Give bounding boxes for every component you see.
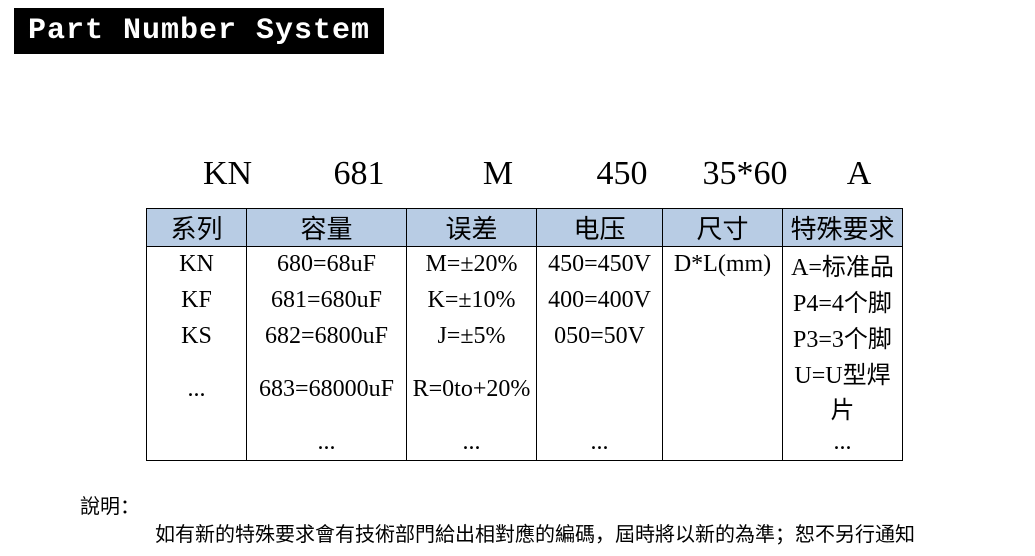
th-cap: 容量 bbox=[247, 209, 407, 247]
td: ... bbox=[407, 425, 537, 461]
th-tol: 误差 bbox=[407, 209, 537, 247]
partnum-table: 系列 容量 误差 电压 尺寸 特殊要求 KN 680=68uF M=±20% 4… bbox=[146, 208, 903, 461]
partnum-capacitance: 681 bbox=[285, 155, 433, 193]
td bbox=[663, 283, 783, 319]
td: 682=6800uF bbox=[247, 319, 407, 355]
th-spec: 特殊要求 bbox=[783, 209, 903, 247]
td bbox=[147, 425, 247, 461]
td: ... bbox=[147, 355, 247, 425]
td: D*L(mm) bbox=[663, 247, 783, 283]
th-series: 系列 bbox=[147, 209, 247, 247]
partnum-special: A bbox=[809, 155, 909, 193]
note-body: 如有新的特殊要求會有技術部門給出相對應的編碼，屆時將以新的為準；恕不另行通知 bbox=[155, 518, 915, 547]
td bbox=[663, 355, 783, 425]
th-size: 尺寸 bbox=[663, 209, 783, 247]
table-row: ... 683=68000uF R=0to+20% U=U型焊片 bbox=[147, 355, 903, 425]
partnum-tolerance: M bbox=[433, 155, 563, 193]
td bbox=[663, 319, 783, 355]
th-volt: 电压 bbox=[537, 209, 663, 247]
td: P3=3个脚 bbox=[783, 319, 903, 355]
page-title: Part Number System bbox=[14, 8, 384, 54]
td: R=0to+20% bbox=[407, 355, 537, 425]
table-header-row: 系列 容量 误差 电压 尺寸 特殊要求 bbox=[147, 209, 903, 247]
td: P4=4个脚 bbox=[783, 283, 903, 319]
td: 050=50V bbox=[537, 319, 663, 355]
td: ... bbox=[537, 425, 663, 461]
td bbox=[663, 425, 783, 461]
td: A=标准品 bbox=[783, 247, 903, 283]
td: 680=68uF bbox=[247, 247, 407, 283]
partnum-voltage: 450 bbox=[563, 155, 681, 193]
td: 683=68000uF bbox=[247, 355, 407, 425]
td: 400=400V bbox=[537, 283, 663, 319]
td: KN bbox=[147, 247, 247, 283]
td: ... bbox=[247, 425, 407, 461]
table-row: KN 680=68uF M=±20% 450=450V D*L(mm) A=标准… bbox=[147, 247, 903, 283]
td: 681=680uF bbox=[247, 283, 407, 319]
td: KS bbox=[147, 319, 247, 355]
td: M=±20% bbox=[407, 247, 537, 283]
td: ... bbox=[783, 425, 903, 461]
part-number-example: KN 681 M 450 35*60 A bbox=[170, 155, 909, 193]
td: K=±10% bbox=[407, 283, 537, 319]
td: 450=450V bbox=[537, 247, 663, 283]
td: J=±5% bbox=[407, 319, 537, 355]
partnum-series: KN bbox=[170, 155, 285, 193]
table-row: KS 682=6800uF J=±5% 050=50V P3=3个脚 bbox=[147, 319, 903, 355]
td: U=U型焊片 bbox=[783, 355, 903, 425]
table-row: KF 681=680uF K=±10% 400=400V P4=4个脚 bbox=[147, 283, 903, 319]
td: KF bbox=[147, 283, 247, 319]
note-label: 說明： bbox=[80, 490, 140, 519]
partnum-size: 35*60 bbox=[681, 155, 809, 193]
td bbox=[537, 355, 663, 425]
table-row: ... ... ... ... bbox=[147, 425, 903, 461]
